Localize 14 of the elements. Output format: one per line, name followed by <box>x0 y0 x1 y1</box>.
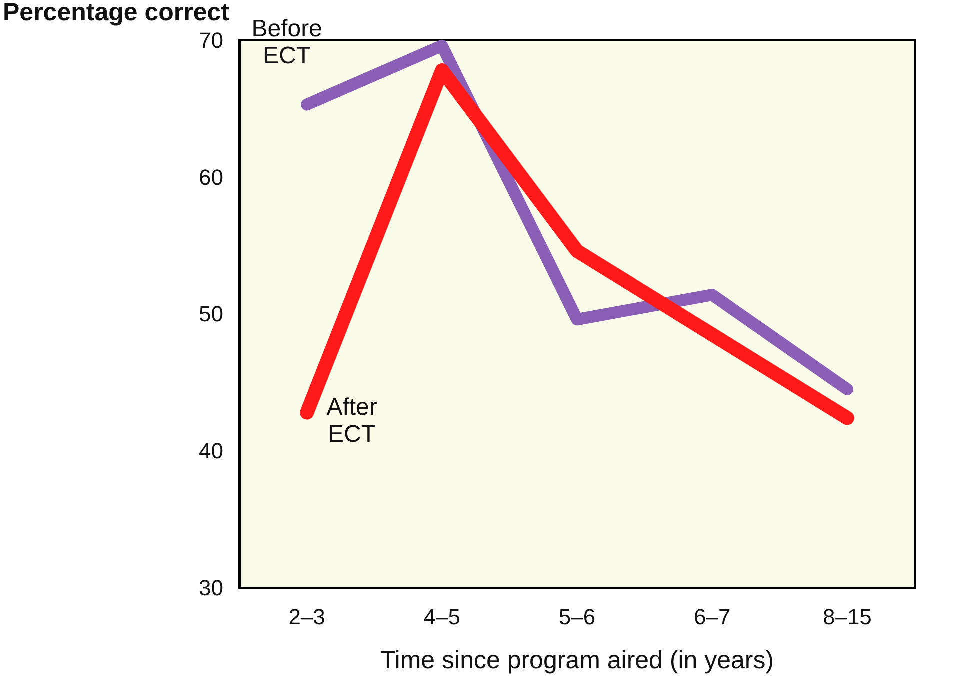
x-tick-label: 5–6 <box>558 604 596 630</box>
y-tick-label: 50 <box>199 302 224 327</box>
x-tick-label: 4–5 <box>424 604 461 630</box>
series-label: Before ECT <box>252 16 322 70</box>
x-tick-label: 6–7 <box>694 604 731 630</box>
x-axis-title: Time since program aired (in years) <box>380 646 774 674</box>
x-tick-label: 8–15 <box>822 604 872 630</box>
y-tick-label: 30 <box>199 576 224 600</box>
y-tick-label: 60 <box>199 164 224 190</box>
series-label: After ECT <box>326 394 378 448</box>
y-tick-label: 70 <box>199 28 224 53</box>
y-axis-title: Percentage correct <box>2 0 230 26</box>
y-tick-label: 40 <box>199 438 224 464</box>
x-tick-label: 2–3 <box>288 604 326 630</box>
